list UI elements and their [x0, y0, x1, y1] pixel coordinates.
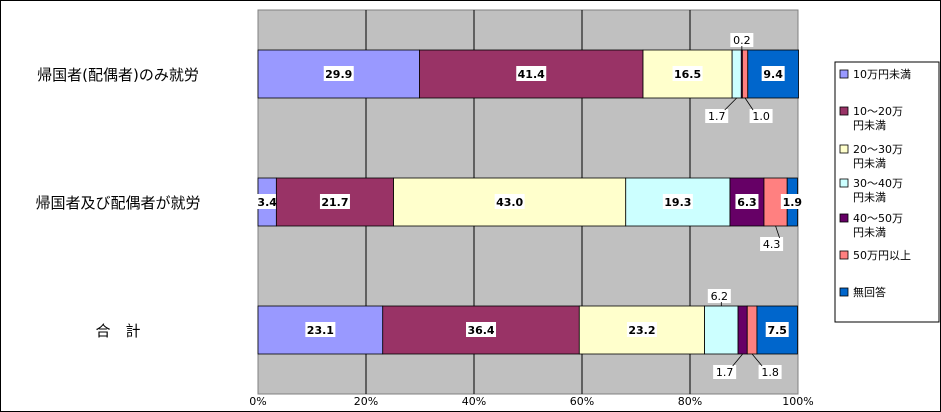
data-label: 41.4 — [518, 68, 545, 81]
legend-label: 10万円未満 — [853, 68, 911, 81]
leader-line — [744, 97, 754, 111]
data-label-bg — [760, 237, 784, 251]
legend-label: 40〜50万 — [853, 212, 903, 225]
data-label-bg — [662, 194, 693, 209]
data-label: 7.5 — [767, 324, 787, 337]
leader-line — [732, 353, 743, 367]
data-label-bg — [749, 109, 773, 123]
data-label: 1.0 — [752, 110, 770, 123]
data-label: 6.2 — [711, 290, 729, 303]
data-label: 21.7 — [321, 196, 348, 209]
legend-label: 円未満 — [853, 119, 886, 132]
x-tick-label: 80% — [678, 395, 702, 408]
bar-segment — [704, 305, 739, 355]
legend-swatch — [839, 69, 849, 79]
legend-label: 円未満 — [853, 226, 886, 239]
data-label: 6.3 — [737, 196, 757, 209]
data-label-bg — [626, 322, 657, 337]
x-tick-label: 20% — [354, 395, 378, 408]
x-tick-label: 40% — [462, 395, 486, 408]
x-tick-label: 60% — [570, 395, 594, 408]
data-label: 4.3 — [763, 238, 781, 251]
data-label: 1.8 — [761, 366, 779, 379]
data-label-bg — [516, 66, 547, 81]
data-label-bg — [705, 109, 729, 123]
data-label: 9.4 — [763, 68, 783, 81]
data-label-bg — [730, 33, 754, 47]
data-label: 23.1 — [307, 324, 334, 337]
data-label: 1.7 — [716, 366, 734, 379]
leader-line — [751, 353, 763, 367]
data-label-bg — [713, 365, 737, 379]
data-label-bg — [761, 66, 785, 81]
data-label-bg — [255, 194, 279, 209]
legend-label: 20〜30万 — [853, 143, 903, 156]
data-label-bg — [780, 194, 804, 209]
legend-label: 円未満 — [853, 157, 886, 170]
legend-box — [834, 61, 940, 323]
x-tick-label: 0% — [249, 395, 266, 408]
data-label: 19.3 — [664, 196, 691, 209]
data-label: 43.0 — [496, 196, 523, 209]
data-label-bg — [466, 322, 497, 337]
data-label-bg — [305, 322, 336, 337]
legend-swatch — [839, 287, 849, 297]
data-label-bg — [758, 365, 782, 379]
bar-segment — [746, 305, 758, 355]
data-label-bg — [735, 194, 759, 209]
category-label: 帰国者(配偶者)のみ就労 — [37, 66, 199, 84]
data-label: 36.4 — [467, 324, 494, 337]
data-label-bg — [494, 194, 525, 209]
data-label: 16.5 — [674, 68, 701, 81]
leader-line — [724, 97, 737, 111]
legend-label: 50万円以上 — [853, 249, 911, 262]
legend-swatch — [839, 144, 849, 154]
legend-swatch — [839, 213, 849, 223]
category-label: 合 計 — [95, 322, 140, 340]
bar-segment — [741, 49, 749, 99]
data-label-bg — [765, 322, 789, 337]
data-label-bg — [707, 289, 731, 303]
bar-segment — [731, 49, 742, 99]
data-label: 0.2 — [733, 34, 751, 47]
x-tick-label: 100% — [782, 395, 813, 408]
legend-swatch — [839, 106, 849, 116]
legend-swatch — [839, 178, 849, 188]
leader-line — [775, 225, 780, 239]
data-label: 23.2 — [628, 324, 655, 337]
legend-label: 10〜20万 — [853, 105, 903, 118]
data-label-bg — [319, 194, 350, 209]
legend-label: 30〜40万 — [853, 177, 903, 190]
data-label-bg — [672, 66, 703, 81]
data-label: 29.9 — [325, 68, 352, 81]
legend-label: 無回答 — [853, 285, 886, 299]
data-label: 1.9 — [783, 196, 803, 209]
data-label: 3.4 — [257, 196, 277, 209]
data-label-bg — [323, 66, 354, 81]
data-label: 1.7 — [708, 110, 726, 123]
category-label: 帰国者及び配偶者が就労 — [35, 194, 200, 212]
bar-segment — [737, 305, 748, 355]
legend-label: 円未満 — [853, 191, 886, 204]
legend-swatch — [839, 250, 849, 260]
